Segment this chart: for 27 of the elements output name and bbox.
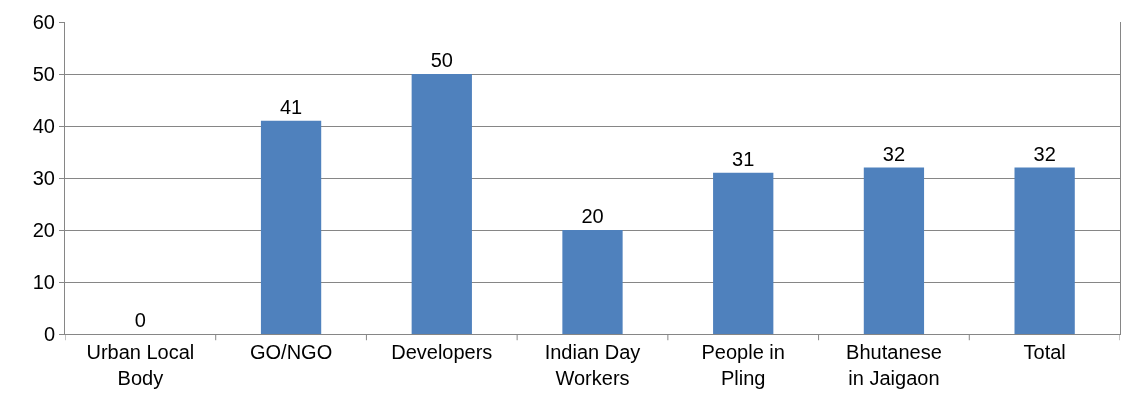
x-tick-label: Total [1023,341,1066,363]
data-label: 0 [134,309,146,331]
data-label: 41 [279,95,303,118]
bar [260,120,322,334]
y-tick-label: 0 [43,323,55,345]
data-label: 32 [882,142,906,165]
x-tick-label: Urban Local Body [86,341,195,389]
y-tick-label: 30 [32,167,55,189]
x-tick-label: Indian Day Workers [544,341,641,389]
y-tick-label: 20 [32,219,55,241]
bar [411,74,472,334]
bar [863,167,925,334]
data-label: 32 [1033,142,1056,165]
x-tick-label: GO/NGO [249,341,333,363]
x-tick-label: Developers [391,341,493,363]
x-tick-label: People in Pling [701,341,785,389]
data-label: 31 [732,147,755,170]
y-tick-label: 10 [32,271,55,293]
y-tick-label: 40 [32,115,55,137]
bar [713,172,774,334]
data-label: 50 [430,49,453,71]
bar [1014,167,1075,334]
y-tick-label: 60 [32,11,55,33]
data-label: 20 [581,205,604,227]
bar [562,230,623,334]
y-tick-label: 50 [32,63,55,85]
x-tick-label: Bhutanese in Jaigaon [846,341,942,389]
